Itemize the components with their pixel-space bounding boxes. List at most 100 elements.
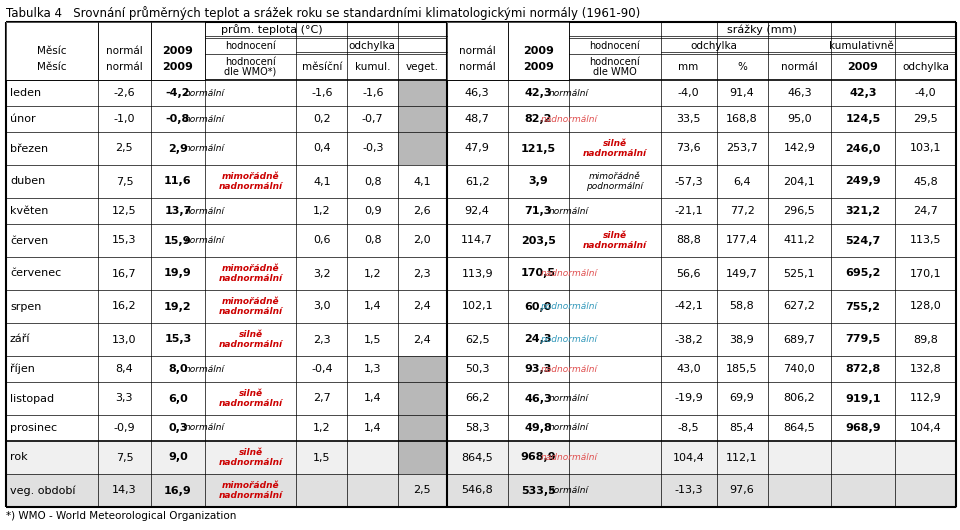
Text: normální: normální: [549, 486, 588, 495]
Text: 2,7: 2,7: [313, 393, 330, 403]
Text: 7,5: 7,5: [115, 453, 133, 463]
Text: 0,8: 0,8: [364, 176, 381, 187]
Text: silně: silně: [238, 330, 263, 339]
Text: 113,5: 113,5: [910, 235, 941, 245]
Text: 2,5: 2,5: [414, 485, 431, 496]
Text: 203,5: 203,5: [521, 235, 556, 245]
Text: normál: normál: [781, 62, 818, 72]
Text: 524,7: 524,7: [846, 235, 880, 245]
Text: 806,2: 806,2: [783, 393, 815, 403]
Text: *) WMO - World Meteorological Organization: *) WMO - World Meteorological Organizati…: [6, 511, 236, 521]
Text: 88,8: 88,8: [676, 235, 701, 245]
Text: 103,1: 103,1: [910, 144, 941, 154]
Text: nadnormální: nadnormální: [219, 274, 282, 283]
Text: nadnormální: nadnormální: [219, 307, 282, 316]
Text: 2,4: 2,4: [414, 302, 431, 312]
Text: 740,0: 740,0: [783, 364, 815, 374]
Text: 124,5: 124,5: [846, 114, 880, 124]
Bar: [6, 441, 956, 474]
Text: březen: březen: [10, 144, 48, 154]
Text: 6,0: 6,0: [168, 393, 188, 403]
Text: kumulativně: kumulativně: [829, 41, 894, 51]
Text: 121,5: 121,5: [520, 144, 556, 154]
Text: nadnormální: nadnormální: [219, 491, 282, 500]
Text: 185,5: 185,5: [727, 364, 757, 374]
Text: Tabulka 4   Srovnání průměrných teplot a srážek roku se standardními klimatologi: Tabulka 4 Srovnání průměrných teplot a s…: [6, 6, 640, 20]
Text: nadnormální: nadnormální: [540, 114, 597, 123]
Text: 82,2: 82,2: [524, 114, 552, 124]
Text: 46,3: 46,3: [465, 88, 490, 98]
Text: 58,3: 58,3: [465, 423, 490, 433]
Text: 2,5: 2,5: [115, 144, 133, 154]
Text: 0,4: 0,4: [313, 144, 330, 154]
Text: kumul.: kumul.: [355, 62, 391, 72]
Text: 16,7: 16,7: [112, 269, 136, 278]
Text: normální: normální: [549, 89, 588, 98]
Text: únor: únor: [10, 114, 36, 124]
Bar: [398, 132, 446, 165]
Text: 864,5: 864,5: [462, 453, 493, 463]
Text: 872,8: 872,8: [846, 364, 880, 374]
Text: 6,4: 6,4: [733, 176, 751, 187]
Text: 11,6: 11,6: [164, 176, 192, 187]
Text: -2,6: -2,6: [113, 88, 135, 98]
Text: nadnormální: nadnormální: [583, 241, 647, 250]
Text: normální: normální: [184, 236, 225, 245]
Text: 249,9: 249,9: [845, 176, 881, 187]
Text: leden: leden: [10, 88, 41, 98]
Text: 689,7: 689,7: [783, 334, 815, 344]
Bar: [398, 106, 446, 132]
Text: 246,0: 246,0: [846, 144, 880, 154]
Text: mimořádně: mimořádně: [588, 172, 640, 181]
Text: 43,0: 43,0: [676, 364, 701, 374]
Text: 9,0: 9,0: [168, 453, 188, 463]
Text: -1,0: -1,0: [113, 114, 135, 124]
Text: červenec: červenec: [10, 269, 61, 278]
Text: 69,9: 69,9: [730, 393, 755, 403]
Text: podnormální: podnormální: [540, 335, 597, 344]
Bar: [398, 441, 446, 474]
Text: 177,4: 177,4: [726, 235, 758, 245]
Text: -0,3: -0,3: [362, 144, 383, 154]
Text: 48,7: 48,7: [465, 114, 490, 124]
Text: 0,2: 0,2: [313, 114, 330, 124]
Text: odchylka: odchylka: [690, 41, 737, 51]
Text: hodnocení: hodnocení: [226, 57, 276, 67]
Text: 71,3: 71,3: [524, 206, 552, 216]
Text: prosinec: prosinec: [10, 423, 58, 433]
Text: 142,9: 142,9: [783, 144, 815, 154]
Text: srpen: srpen: [10, 302, 41, 312]
Text: normální: normální: [184, 144, 225, 153]
Text: mimořádně: mimořádně: [222, 297, 279, 306]
Text: dle WMO*): dle WMO*): [225, 67, 276, 77]
Text: 4,1: 4,1: [414, 176, 431, 187]
Text: 2009: 2009: [848, 62, 878, 72]
Text: 253,7: 253,7: [726, 144, 758, 154]
Text: normál: normál: [459, 62, 495, 72]
Text: květen: květen: [10, 206, 48, 216]
Text: -0,4: -0,4: [311, 364, 332, 374]
Text: 968,9: 968,9: [845, 423, 881, 433]
Text: -4,2: -4,2: [166, 88, 190, 98]
Text: červen: červen: [10, 235, 48, 245]
Text: 1,5: 1,5: [364, 334, 381, 344]
Text: -19,9: -19,9: [674, 393, 703, 403]
Text: 46,3: 46,3: [787, 88, 811, 98]
Text: -13,3: -13,3: [674, 485, 703, 496]
Text: normální: normální: [184, 114, 225, 123]
Text: 149,7: 149,7: [726, 269, 758, 278]
Text: 0,3: 0,3: [168, 423, 187, 433]
Text: 89,8: 89,8: [913, 334, 938, 344]
Text: 33,5: 33,5: [677, 114, 701, 124]
Text: 104,4: 104,4: [673, 453, 705, 463]
Text: normální: normální: [549, 423, 588, 432]
Text: podnormální: podnormální: [540, 302, 597, 311]
Text: 16,2: 16,2: [112, 302, 136, 312]
Text: 46,3: 46,3: [524, 393, 552, 403]
Text: říjen: říjen: [10, 364, 35, 374]
Text: 2009: 2009: [162, 62, 193, 72]
Text: 168,8: 168,8: [726, 114, 758, 124]
Text: 12,5: 12,5: [112, 206, 136, 216]
Bar: [398, 382, 446, 415]
Text: 3,3: 3,3: [116, 393, 133, 403]
